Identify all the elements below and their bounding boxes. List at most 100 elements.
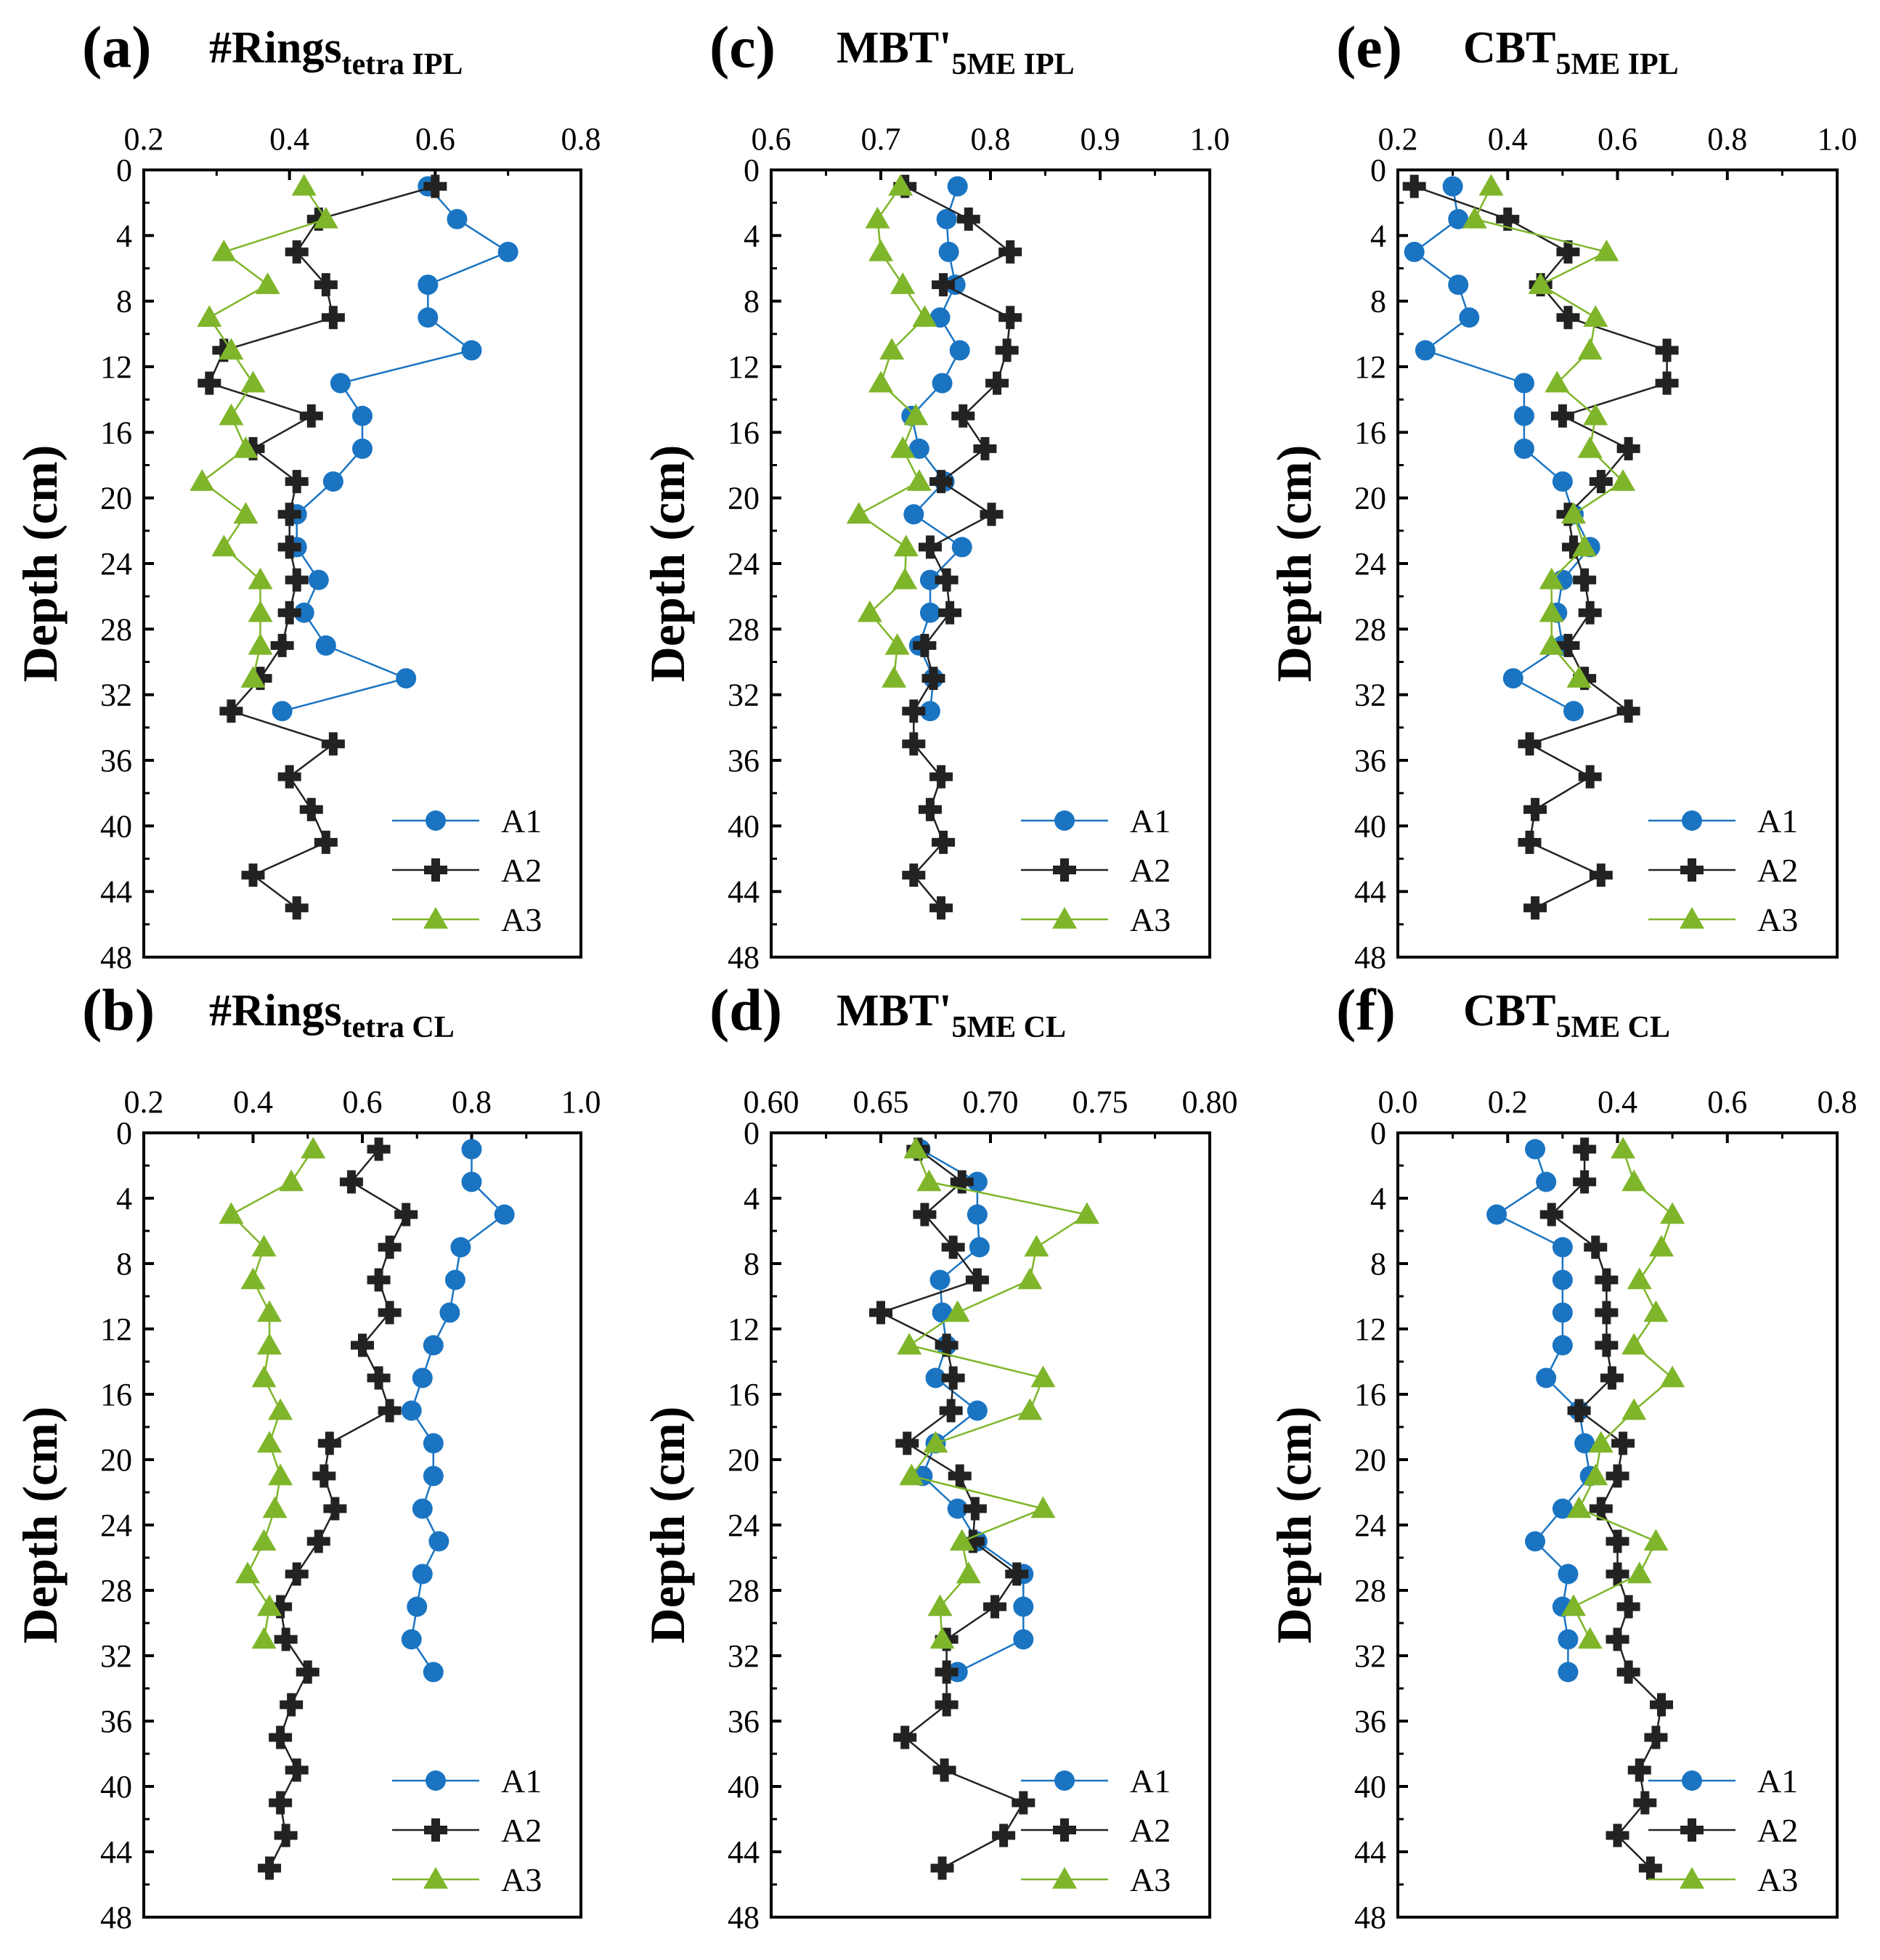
y-tick-label: 32 [1354,1638,1386,1674]
data-point [396,668,417,689]
legend-marker [1682,1770,1702,1791]
data-point [932,273,956,297]
y-tick-label: 48 [100,1900,132,1935]
data-point [1558,1662,1579,1683]
data-point [285,240,309,264]
data-point [351,1333,374,1357]
data-point [240,370,266,393]
legend-label: A3 [1130,1861,1171,1898]
data-point [925,1367,946,1388]
data-point [299,404,323,428]
data-point [291,174,317,196]
y-tick-label: 8 [116,1246,132,1282]
series-A1 [272,176,518,722]
data-point [1578,765,1602,789]
series-A3 [190,174,338,688]
data-point [1402,174,1426,198]
data-point [967,1400,988,1421]
legend-label: A3 [1130,901,1171,938]
data-point [1588,1431,1614,1453]
data-point [1442,176,1463,197]
data-point [1643,1300,1669,1322]
data-point [935,568,959,592]
data-point [1486,1204,1507,1225]
y-tick-label: 24 [728,1508,760,1543]
data-point [879,338,905,360]
data-point [423,1465,444,1487]
data-point [892,567,918,590]
data-point [1595,1301,1619,1325]
data-point [890,272,916,294]
data-point [998,240,1022,264]
data-point [998,306,1022,330]
y-tick-label: 8 [1370,284,1386,320]
data-point [857,600,882,622]
series-A3 [846,174,937,688]
y-tick-label: 40 [1354,1769,1386,1805]
data-point [1558,1629,1579,1650]
data-point [251,1529,277,1551]
data-point [301,1136,326,1159]
plot-frame [770,1131,1211,1919]
y-tick-label: 20 [100,481,132,516]
y-tick-label: 16 [100,1377,132,1412]
data-point [198,371,221,395]
data-point [929,1269,951,1290]
y-axis-title: Depth (cm) [1266,1407,1322,1644]
y-tick-label: 8 [744,1246,760,1282]
data-point [423,1662,444,1683]
data-point [1577,338,1603,360]
y-tick-label: 36 [100,743,132,778]
legend-label: A2 [501,1812,542,1849]
series-A2 [1402,174,1679,920]
data-point [918,797,942,821]
data-point [1030,1496,1056,1518]
y-tick-label: 32 [728,1638,760,1674]
data-point [929,470,953,494]
y-tick-label: 24 [1354,546,1386,582]
data-point [906,469,932,491]
y-tick-label: 28 [100,611,132,647]
data-point [322,471,343,492]
legend-marker [1680,1818,1704,1842]
data-point [1562,535,1585,559]
data-point [963,1497,987,1521]
panel-title: #Ringstetra CL [209,986,455,1044]
x-tick-label: 0.6 [1707,1084,1747,1120]
y-tick-label: 32 [1354,678,1386,713]
panel-title: CBT5ME CL [1463,986,1670,1044]
data-point [1539,600,1564,622]
y-tick-label: 16 [1354,1377,1386,1412]
data-point [902,699,926,723]
data-point [407,1596,428,1617]
panel-label: (d) [709,977,782,1043]
data-point [444,1269,465,1290]
x-tick-label: 0.2 [124,1084,164,1120]
data-point [1074,1202,1099,1224]
data-point [1616,699,1640,723]
x-tick-label: 0.7 [861,121,901,157]
data-point [1638,1856,1662,1880]
data-point [1611,1431,1635,1455]
data-point [951,404,975,428]
y-tick-label: 44 [728,874,760,910]
y-axis-title: Depth (cm) [640,1407,695,1644]
data-point [921,667,945,691]
data-point [890,436,916,458]
data-point [902,863,926,887]
series-line [1473,186,1625,679]
data-point [935,1693,959,1717]
y-tick-label: 24 [100,546,132,582]
data-point [935,1333,959,1357]
data-point [323,1497,347,1521]
data-point [973,436,997,460]
legend-marker [1053,858,1076,882]
legend: A1 A2 A3 [1648,1762,1798,1898]
y-tick-label: 20 [1354,1442,1386,1478]
series-line [1572,1149,1674,1640]
data-point [1616,1660,1640,1684]
data-point [1655,338,1679,362]
panel-title-sub: 5ME CL [951,1011,1066,1044]
legend-marker [426,1770,446,1791]
